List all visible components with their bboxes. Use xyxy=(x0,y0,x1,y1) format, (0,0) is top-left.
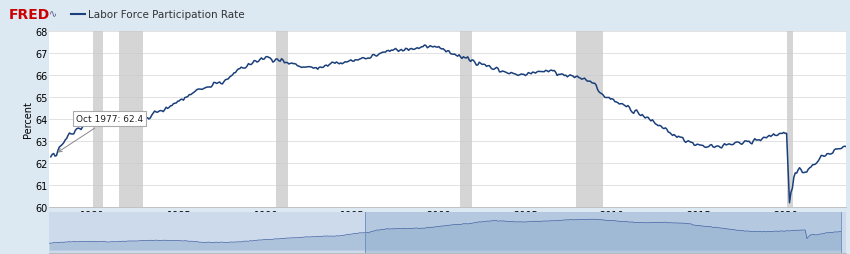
Text: Labor Force Participation Rate: Labor Force Participation Rate xyxy=(88,10,244,20)
Bar xyxy=(575,32,604,207)
Bar xyxy=(93,32,103,207)
Text: FRED: FRED xyxy=(8,8,50,22)
Y-axis label: Percent: Percent xyxy=(23,101,33,138)
Bar xyxy=(365,212,841,253)
Text: Oct 1977: 62.4: Oct 1977: 62.4 xyxy=(59,115,143,152)
Bar xyxy=(460,32,472,207)
Bar xyxy=(118,32,143,207)
Text: ∿: ∿ xyxy=(49,9,58,19)
Bar xyxy=(787,32,793,207)
Bar xyxy=(276,32,288,207)
